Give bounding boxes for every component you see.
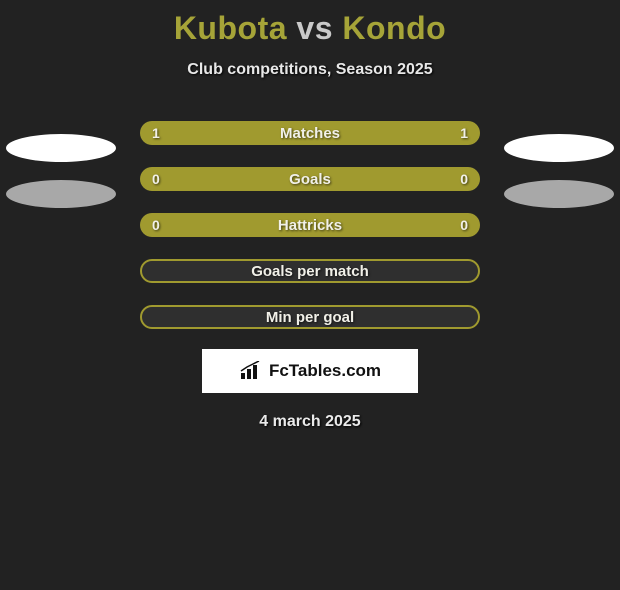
decorative-ellipse [504,134,614,162]
date: 4 march 2025 [0,413,620,431]
stat-row: 0 Hattricks 0 [140,213,480,237]
stat-label: Goals per match [251,263,369,280]
player2-name: Kondo [342,10,446,46]
stat-row: 1 Matches 1 [140,121,480,145]
stat-label: Matches [280,125,340,142]
logo-text: FcTables.com [269,361,381,381]
player1-name: Kubota [174,10,287,46]
subtitle: Club competitions, Season 2025 [0,61,620,79]
stat-value-left: 0 [152,217,160,233]
stat-value-right: 0 [460,217,468,233]
stat-value-left: 1 [152,125,160,141]
site-logo: FcTables.com [202,349,418,393]
stat-row: Min per goal [140,305,480,329]
stat-row: Goals per match [140,259,480,283]
decorative-ellipse [504,180,614,208]
vs-separator: vs [296,10,333,46]
stat-value-right: 1 [460,125,468,141]
stat-label: Min per goal [266,309,354,326]
comparison-title: Kubota vs Kondo [0,10,620,47]
stat-label: Hattricks [278,217,342,234]
bar-chart-icon [239,361,265,381]
stat-value-right: 0 [460,171,468,187]
stat-value-left: 0 [152,171,160,187]
stat-label: Goals [289,171,331,188]
decorative-ellipse [6,134,116,162]
decorative-ellipse [6,180,116,208]
stat-row: 0 Goals 0 [140,167,480,191]
